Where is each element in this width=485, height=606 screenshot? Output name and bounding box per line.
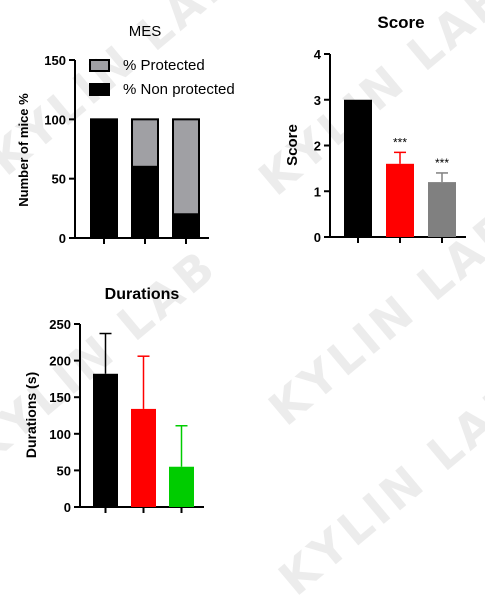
y-tick-label: 150: [44, 53, 66, 68]
bar: [344, 99, 372, 237]
chart-title: Durations: [105, 286, 180, 303]
bar-segment: [131, 165, 159, 239]
bar: [93, 373, 118, 507]
y-axis-label: Number of mice %: [16, 93, 31, 207]
legend-label: % Protected: [123, 57, 205, 74]
y-tick-label: 50: [57, 463, 71, 478]
significance-label: ***: [435, 156, 449, 170]
y-tick-label: 100: [44, 112, 66, 127]
bar: [428, 182, 456, 237]
y-tick-label: 200: [49, 354, 71, 369]
y-tick-label: 150: [49, 390, 71, 405]
y-tick-label: 1: [314, 184, 321, 199]
legend-swatch: [89, 59, 110, 72]
y-tick-label: 4: [314, 47, 322, 62]
significance-label: ***: [393, 135, 407, 149]
bar-segment: [172, 118, 200, 216]
bar: [386, 163, 414, 237]
chart-2: Durations Durations (s) 0 50 100 150 200 250: [23, 286, 204, 515]
legend-label: % Non protected: [123, 81, 235, 98]
bar: [131, 408, 156, 507]
y-tick-label: 0: [59, 231, 66, 246]
bar-segment: [90, 118, 118, 239]
y-tick-label: 50: [52, 172, 66, 187]
y-tick-label: 100: [49, 427, 71, 442]
y-tick-label: 0: [314, 230, 321, 245]
y-axis-label: Score: [284, 124, 301, 166]
bar-segment: [131, 118, 159, 168]
chart-title: MES: [129, 23, 162, 40]
chart-0: MES Number of mice % 0 50 100 150 % Protected%…: [16, 23, 235, 246]
bar: [169, 466, 194, 507]
y-tick-label: 2: [314, 139, 321, 154]
y-axis-label: Durations (s): [23, 372, 39, 458]
y-tick-label: 0: [64, 500, 71, 515]
bar-segment: [172, 213, 200, 239]
y-tick-label: 3: [314, 93, 321, 108]
chart-1: Score Score 0 1 2 3 4 *** ***: [284, 13, 466, 245]
y-tick-label: 250: [49, 317, 71, 332]
chart-title: Score: [377, 13, 424, 32]
legend-swatch: [89, 83, 110, 96]
